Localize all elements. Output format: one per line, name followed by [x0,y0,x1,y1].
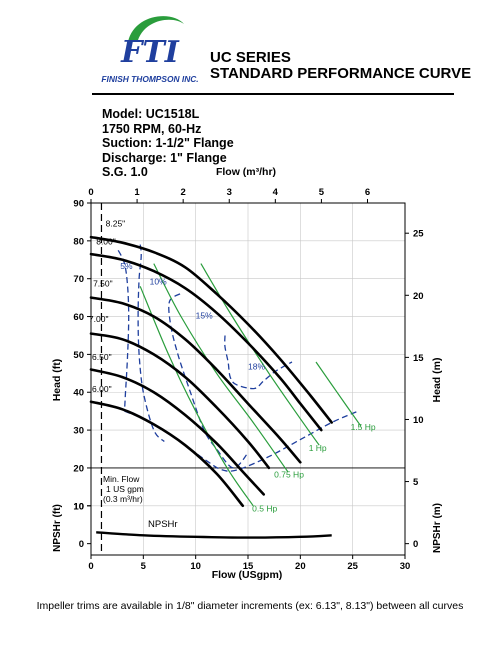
power-label: 1.5 Hp [351,422,376,432]
efficiency-label: 5% [120,261,133,271]
npshr-curve [96,531,332,539]
efficiency-curve [168,293,249,469]
y-right-tick-label: 5 [413,477,419,488]
y-left-tick-label: 20 [73,463,84,474]
efficiency-label: 15% [196,310,213,320]
efficiency-label: 18% [248,362,265,372]
top-tick-label: 3 [227,187,232,198]
logo-swoosh [128,16,184,42]
min-flow-note-2: 1 US gpm [106,484,144,494]
axis-ticks: 0 5 10 15 20 25 300 1 2 3 4 5 6102030405060708090010… [73,187,424,572]
impeller-label: 6.50" [92,352,112,362]
y-left-tick-label: 30 [73,426,84,437]
impeller-curve [89,235,333,424]
impeller-label: 6.00" [92,384,112,394]
power-label: 0.75 Hp [274,469,304,479]
chart-labels: 8.25" 8.00" 7.50" 7.00" 6.50" 6.00" 5% 10% 15% 18… [89,218,376,513]
efficiency-curve [224,335,293,390]
top-tick-label: 6 [365,187,370,198]
spec-suction: Suction: 1-1/2" Flange [102,136,234,150]
npshr-right-label: NPSHr (m) [432,503,443,553]
y-right-tick-label: 10 [413,415,424,426]
power-label: 1 Hp [309,443,327,453]
x-tick-label: 10 [190,561,201,572]
impeller-curve [89,368,265,496]
impeller-label: 8.25" [106,218,126,228]
efficiency-curve [124,410,359,472]
npshr-right-tick-label: 0 [413,539,418,550]
power-curve [139,286,254,507]
x-tick-label: 30 [400,561,411,572]
x-tick-label: 20 [295,561,306,572]
fti-logo: FTI FINISH THOMPSON INC. [101,16,199,84]
top-tick-label: 1 [134,187,140,198]
spec-speed: 1750 RPM, 60-Hz [102,121,202,136]
footnote: Impeller trims are available in 1/8" dia… [36,600,464,612]
x-tick-label: 0 [88,561,93,572]
y-right-tick-label: 25 [413,229,424,240]
efficiency-curve [117,249,130,412]
impeller-curve [89,400,245,508]
header-rule [92,93,454,95]
y-right-tick-label: 20 [413,291,424,302]
x-axis-label: Flow (USgpm) [212,569,283,581]
title-line-1: UC SERIES [210,49,291,66]
efficiency-label: 10% [150,276,167,286]
chart-curves [89,235,362,539]
impeller-label: 7.50" [93,278,113,288]
y-left-tick-label: 40 [73,388,84,399]
y-left-tick-label: 60 [73,312,84,323]
power-curve [153,263,289,473]
logo-mark: FTI [120,35,180,70]
x-tick-label: 25 [347,561,358,572]
pump-specs: Model: UC1518L 1750 RPM, 60-Hz Suction: … [102,107,234,180]
y-left-tick-label: 90 [73,199,84,210]
x-tick-label: 15 [243,561,254,572]
title-line-2: STANDARD PERFORMANCE CURVE [210,65,472,82]
impeller-curve [89,332,271,470]
y-left-tick-label: 50 [73,350,84,361]
y-left-tick-label: 80 [73,236,84,247]
npshr-left-tick-label: 10 [73,501,84,512]
top-tick-label: 0 [88,187,93,198]
power-label: 0.5 Hp [252,503,277,513]
npshr-left-label: NPSHr (ft) [52,504,63,552]
top-tick-label: 4 [273,187,279,198]
min-flow-note-1: Min. Flow [103,474,140,484]
min-flow-note-3: (0.3 m³/hr) [103,494,143,504]
top-axis-label: Flow (m³/hr) [216,166,276,178]
impeller-curve [89,252,323,432]
spec-discharge: Discharge: 1" Flange [102,150,227,165]
efficiency-curve [137,244,165,442]
npshr-left-tick-label: 0 [79,539,84,550]
top-tick-label: 2 [181,187,186,198]
npshr-curve-label: NPSHr [148,519,178,530]
impeller-label: 7.00" [89,314,109,324]
power-curve [315,361,362,427]
y-right-label: Head (m) [431,358,443,403]
impeller-curve [89,296,302,464]
chart-grid [91,203,405,555]
x-tick-label: 5 [141,561,147,572]
y-left-tick-label: 10 [73,501,84,512]
y-left-label: Head (ft) [51,359,63,402]
y-right-tick-label: 15 [413,353,424,364]
spec-model: Model: UC1518L [102,107,200,121]
top-tick-label: 5 [319,187,325,198]
spec-sg: S.G. 1.0 [102,165,148,179]
y-left-tick-label: 70 [73,274,84,285]
performance-chart: 0 5 10 15 20 25 300 1 2 3 4 5 6102030405060708090010… [51,166,443,581]
impeller-label: 8.00" [96,237,116,247]
company-name: FINISH THOMPSON INC. [101,74,198,84]
page-title: UC SERIES STANDARD PERFORMANCE CURVE [210,50,471,82]
